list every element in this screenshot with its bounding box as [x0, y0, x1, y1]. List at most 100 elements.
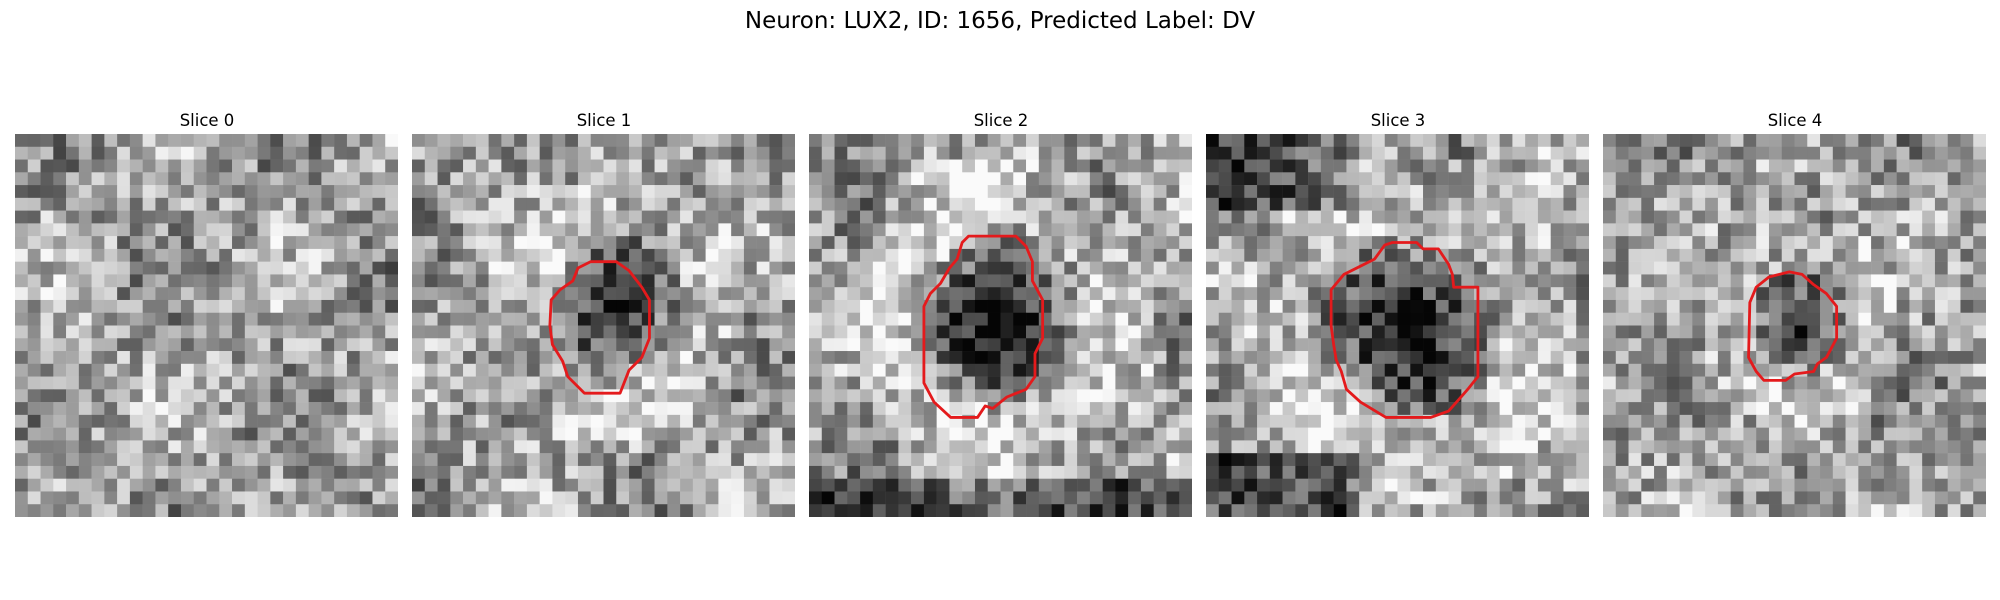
pixel: [667, 248, 681, 262]
pixel: [1768, 197, 1782, 211]
pixel: [232, 325, 246, 339]
pixel: [1051, 223, 1065, 237]
pixel: [257, 185, 271, 199]
pixel: [385, 453, 398, 467]
pixel: [91, 363, 105, 377]
pixel: [1743, 465, 1757, 479]
pixel: [412, 453, 426, 467]
pixel: [923, 210, 937, 224]
pixel: [1218, 440, 1232, 454]
pixel: [501, 453, 515, 467]
pixel: [1934, 363, 1948, 377]
pixel: [27, 274, 41, 288]
pixel: [168, 274, 182, 288]
pixel: [756, 478, 770, 492]
pixel: [616, 134, 630, 148]
pixel: [860, 376, 874, 390]
pixel: [629, 478, 643, 492]
pixel: [257, 261, 271, 275]
pixel: [603, 185, 617, 199]
pixel: [718, 504, 732, 517]
pixel: [1295, 363, 1309, 377]
pixel: [860, 299, 874, 313]
pixel: [129, 376, 143, 390]
pixel: [923, 504, 937, 517]
pixel: [923, 402, 937, 416]
pixel: [847, 261, 861, 275]
pixel: [1115, 210, 1129, 224]
pixel: [1947, 146, 1961, 160]
pixel: [321, 402, 335, 416]
pixel: [641, 351, 655, 365]
pixel: [1269, 389, 1283, 403]
pixel: [1781, 402, 1795, 416]
pixel: [180, 248, 194, 262]
pixel: [1269, 453, 1283, 467]
pixel: [1705, 414, 1719, 428]
pixel: [359, 351, 373, 365]
pixel: [1563, 223, 1577, 237]
pixel: [782, 210, 795, 224]
pixel: [731, 465, 745, 479]
pixel: [1333, 338, 1347, 352]
pixel: [1960, 134, 1974, 148]
pixel: [1423, 338, 1437, 352]
pixel: [539, 338, 553, 352]
pixel: [936, 325, 950, 339]
pixel: [1257, 299, 1271, 313]
pixel: [1794, 427, 1808, 441]
pixel: [949, 376, 963, 390]
pixel: [1179, 389, 1192, 403]
pixel: [1308, 491, 1322, 505]
pixel: [1038, 146, 1052, 160]
pixel: [1346, 172, 1360, 186]
pixel: [962, 376, 976, 390]
pixel: [1973, 491, 1986, 505]
pixel: [1384, 134, 1398, 148]
pixel: [1628, 363, 1642, 377]
pixel: [1064, 134, 1078, 148]
pixel: [949, 134, 963, 148]
pixel: [1909, 287, 1923, 301]
pixel: [129, 223, 143, 237]
pixel: [53, 363, 67, 377]
pixel: [142, 185, 156, 199]
pixel: [1461, 440, 1475, 454]
pixel: [1102, 440, 1116, 454]
pixel: [731, 134, 745, 148]
pixel: [1820, 134, 1834, 148]
pixel: [705, 325, 719, 339]
pixel: [91, 146, 105, 160]
pixel: [1000, 185, 1014, 199]
pixel: [821, 338, 835, 352]
pixel: [1206, 197, 1220, 211]
pixel: [1871, 134, 1885, 148]
pixel: [911, 414, 925, 428]
pixel: [1794, 134, 1808, 148]
pixel: [731, 287, 745, 301]
pixel: [1077, 248, 1091, 262]
pixel: [1153, 299, 1167, 313]
pixel: [117, 172, 131, 186]
pixel: [295, 248, 309, 262]
pixel: [1384, 440, 1398, 454]
pixel: [1576, 248, 1589, 262]
pixel: [15, 261, 29, 275]
pixel: [898, 172, 912, 186]
pixel: [142, 440, 156, 454]
pixel: [78, 478, 92, 492]
pixel: [949, 172, 963, 186]
pixel: [359, 376, 373, 390]
pixel: [1038, 427, 1052, 441]
pixel: [334, 261, 348, 275]
pixel: [283, 287, 297, 301]
pixel: [641, 197, 655, 211]
pixel: [1666, 185, 1680, 199]
pixel: [334, 146, 348, 160]
pixel: [1128, 465, 1142, 479]
pixel: [1206, 504, 1220, 517]
pixel: [91, 427, 105, 441]
pixel: [1525, 146, 1539, 160]
pixel: [1244, 261, 1258, 275]
pixel: [142, 504, 156, 517]
